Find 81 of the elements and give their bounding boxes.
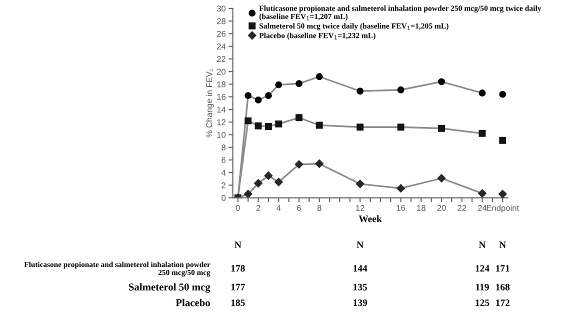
text: 168	[496, 284, 510, 290]
text: N	[234, 242, 242, 248]
y-tick-label: 14	[217, 106, 226, 112]
point	[397, 124, 404, 131]
y-tick-label: 22	[217, 56, 226, 62]
point	[438, 78, 445, 86]
text: 135	[354, 284, 368, 290]
point	[478, 189, 486, 198]
point	[356, 180, 364, 188]
text: N	[356, 242, 364, 248]
text: 124	[476, 265, 490, 272]
point	[294, 160, 304, 168]
x-tick-label: 2	[256, 204, 260, 211]
text: 171	[496, 265, 510, 272]
y-tick-label: 4	[221, 170, 226, 176]
text: 125	[476, 300, 490, 306]
point	[264, 123, 272, 130]
x-tick-label: 0	[236, 204, 240, 211]
text: 139	[354, 300, 368, 306]
point	[254, 179, 262, 188]
point	[296, 80, 302, 88]
point	[254, 122, 262, 130]
x-tick-label: 18	[417, 204, 426, 211]
x-tick-label: 22	[458, 204, 466, 211]
point	[478, 130, 486, 137]
x-tick-label: 24	[478, 204, 487, 211]
text: 119	[476, 284, 489, 290]
x-tick-label: Endpoint	[486, 204, 520, 213]
y-tick-label: 0	[222, 195, 226, 201]
point	[356, 88, 364, 95]
x-tick-label: 20	[437, 204, 446, 211]
x-axis-title: Week	[358, 215, 382, 222]
point	[438, 124, 445, 132]
y-tick-label: 16	[217, 94, 226, 100]
x-tick-label: 12	[356, 204, 364, 211]
point	[437, 174, 446, 182]
y-tick-label: 30	[216, 6, 226, 12]
y-tick-label: 8	[222, 144, 226, 150]
point	[397, 86, 404, 94]
point	[316, 122, 323, 129]
y-tick-label: 28	[217, 18, 226, 24]
y-tick-label: 12	[217, 119, 226, 126]
point	[264, 92, 272, 100]
y-tick-label: 24	[217, 44, 226, 50]
point	[499, 136, 506, 144]
point	[396, 184, 405, 192]
point	[498, 190, 507, 198]
text: N	[478, 242, 486, 248]
point	[275, 81, 282, 88]
point	[356, 124, 364, 131]
point	[244, 190, 252, 198]
x-tick-label: 4	[276, 205, 281, 211]
point	[264, 172, 273, 180]
point	[274, 178, 283, 186]
text: 185	[231, 299, 245, 306]
y-tick-label: 2	[222, 182, 226, 188]
point	[296, 114, 302, 122]
point	[315, 160, 324, 168]
text: N	[499, 242, 506, 248]
y-tick-label: 10	[217, 132, 226, 138]
point	[244, 117, 252, 124]
y-axis-title: % Change in FEV₁	[206, 68, 214, 138]
point	[254, 96, 262, 104]
x-tick-label: 16	[396, 204, 406, 211]
point	[244, 92, 252, 100]
x-tick-label: 6	[297, 204, 301, 211]
point	[499, 90, 506, 98]
y-tick-label: 18	[217, 81, 226, 88]
y-tick-label: 26	[217, 30, 226, 37]
text: 172	[496, 300, 510, 306]
y-tick-label: 6	[222, 157, 226, 164]
point	[275, 120, 282, 128]
point	[316, 73, 323, 80]
text: Salmeterol 50 mcg	[128, 283, 210, 293]
text: Placebo	[176, 298, 210, 306]
text: 177	[231, 284, 245, 290]
x-tick-label: 8	[317, 204, 322, 211]
text: 144	[354, 265, 368, 272]
text: 178	[231, 265, 245, 272]
point	[478, 90, 486, 97]
y-tick-label: 20	[217, 68, 226, 75]
